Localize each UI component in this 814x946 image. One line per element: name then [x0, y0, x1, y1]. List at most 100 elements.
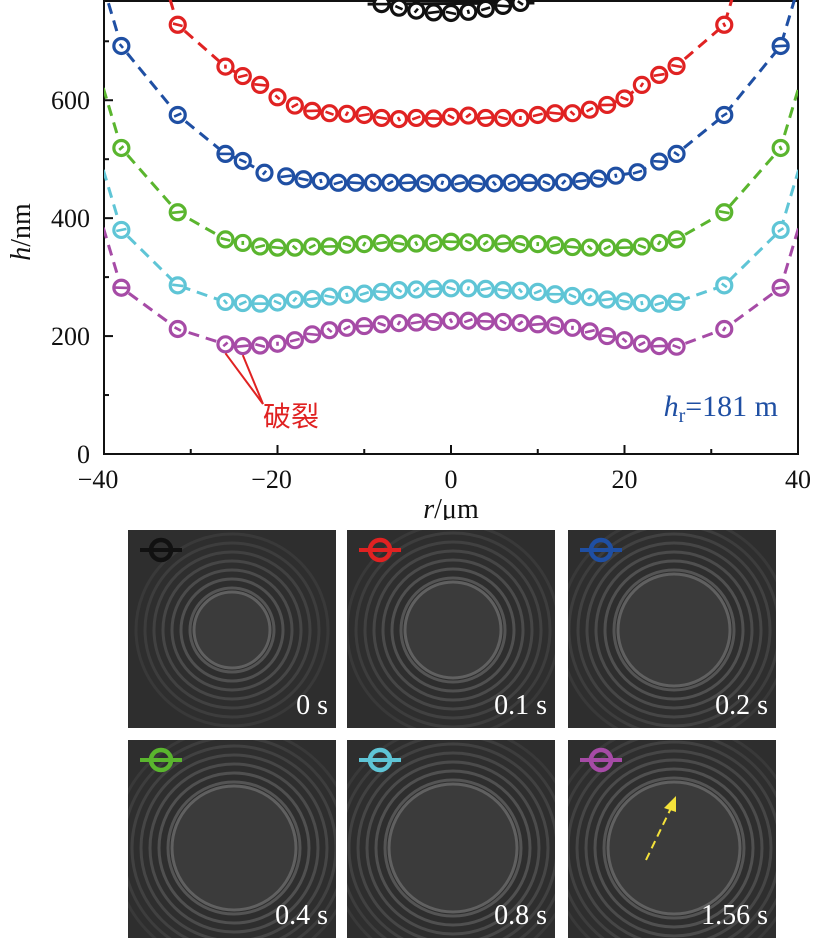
interferogram-image — [347, 530, 555, 728]
data-point — [389, 0, 409, 17]
interferogram-panel: 0 s — [128, 530, 336, 728]
y-tick-label: 0 — [77, 440, 90, 469]
data-point — [168, 319, 187, 339]
data-point — [320, 237, 339, 256]
data-point — [450, 174, 469, 193]
data-point — [519, 173, 539, 192]
data-point — [476, 108, 495, 128]
data-point — [572, 171, 591, 191]
data-point — [441, 107, 461, 126]
panel-time-label: 0.2 s — [715, 690, 768, 721]
interferogram-image — [347, 740, 555, 938]
data-point — [255, 163, 274, 182]
data-point — [493, 234, 513, 253]
series-marker-icon — [359, 747, 401, 773]
data-point — [320, 104, 339, 123]
data-point — [268, 293, 287, 312]
data-point — [650, 337, 669, 356]
rupture-label: 破裂 — [263, 400, 319, 433]
data-point — [615, 292, 634, 311]
data-point — [715, 203, 734, 222]
data-point — [355, 316, 374, 336]
data-point — [346, 173, 365, 192]
interferogram-panel: 1.56 s — [568, 740, 776, 938]
data-point — [632, 293, 651, 313]
data-point — [251, 294, 270, 313]
data-point — [459, 2, 478, 21]
data-point — [372, 0, 391, 14]
interferogram-panel: 0.8 s — [347, 740, 555, 938]
data-point — [320, 321, 339, 340]
data-point — [372, 108, 391, 128]
data-point — [771, 36, 790, 56]
x-tick-label: 20 — [612, 465, 638, 494]
data-point — [441, 279, 461, 298]
data-point — [337, 285, 356, 304]
data-point — [511, 108, 530, 128]
data-point — [545, 285, 565, 304]
series-marker-icon — [580, 537, 622, 563]
y-axis-title: h/nm — [6, 203, 37, 261]
data-point — [216, 144, 235, 163]
data-point — [476, 279, 495, 299]
data-point — [415, 174, 435, 193]
panel-time-label: 1.56 s — [701, 900, 768, 931]
data-point — [251, 75, 270, 95]
data-point — [285, 96, 304, 115]
data-point — [424, 279, 443, 299]
series-marker-icon — [580, 747, 622, 773]
data-point — [216, 230, 235, 249]
data-point — [511, 314, 530, 333]
data-point — [389, 280, 409, 300]
data-point — [389, 110, 409, 129]
data-point — [424, 312, 443, 332]
data-point — [511, 281, 530, 300]
data-point — [329, 173, 348, 192]
data-point — [771, 220, 790, 240]
data-point — [407, 280, 426, 299]
data-point — [424, 3, 443, 22]
data-point — [303, 101, 322, 120]
data-point — [424, 109, 443, 128]
data-point — [216, 292, 235, 311]
data-point — [303, 325, 322, 344]
hr-annotation: hr=181 m — [664, 390, 778, 427]
data-point — [545, 236, 565, 255]
data-point — [372, 233, 391, 253]
data-point — [311, 171, 330, 191]
data-point — [476, 312, 495, 331]
data-point — [650, 65, 669, 84]
data-point — [407, 108, 426, 128]
data-point — [459, 311, 478, 330]
data-point — [771, 138, 790, 158]
data-point — [545, 104, 565, 123]
data-markers — [112, 0, 790, 356]
series-marker-icon — [140, 537, 182, 563]
data-point — [511, 234, 530, 254]
series-marker-icon — [359, 537, 401, 563]
data-point — [715, 276, 734, 295]
data-point — [233, 293, 252, 313]
y-axis-unit: /nm — [6, 203, 37, 247]
panel-time-label: 0 s — [296, 690, 328, 721]
data-point — [493, 0, 513, 15]
data-point — [528, 234, 547, 254]
data-point — [285, 331, 304, 350]
data-point — [355, 284, 374, 303]
data-point — [580, 322, 599, 341]
y-tick-label: 400 — [51, 204, 90, 233]
data-point — [667, 292, 686, 311]
data-point — [598, 238, 617, 257]
annotations: 破裂 hr=181 m — [224, 352, 778, 433]
data-point — [715, 15, 734, 34]
data-point — [268, 334, 287, 353]
data-point — [493, 108, 513, 128]
data-point — [233, 337, 252, 356]
data-point — [598, 95, 617, 115]
interferogram-image — [128, 530, 336, 728]
data-point — [667, 144, 686, 163]
data-point — [459, 233, 478, 252]
data-point — [168, 15, 187, 34]
data-point — [598, 290, 617, 309]
